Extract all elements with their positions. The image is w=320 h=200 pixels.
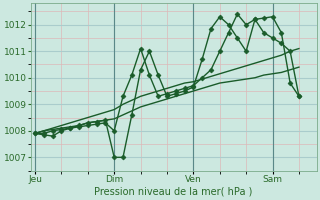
X-axis label: Pression niveau de la mer( hPa ): Pression niveau de la mer( hPa ): [94, 187, 253, 197]
